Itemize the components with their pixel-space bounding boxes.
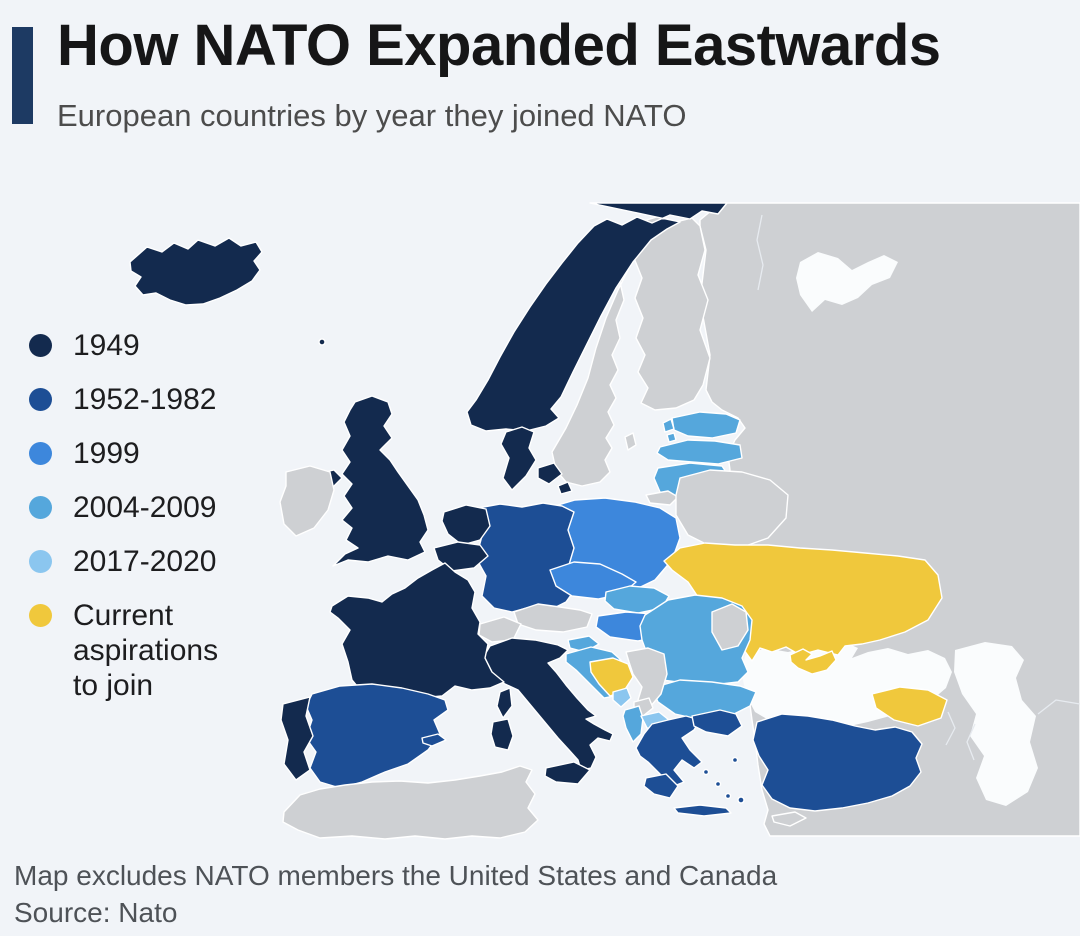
map-legend: 1949 1952-1982 1999 2004-2009 2017-2020 … <box>29 328 239 722</box>
legend-item-1999: 1999 <box>29 436 239 471</box>
map-region-belarus <box>675 469 789 549</box>
map-region-montenegro <box>612 687 632 708</box>
map-region-france <box>329 562 505 699</box>
map-region-north-africa <box>282 765 539 840</box>
map-region-sicily <box>544 761 591 785</box>
map-note: Map excludes NATO members the United Sta… <box>14 860 778 891</box>
legend-swatch-2017-2020 <box>29 550 52 573</box>
map-region-turkey <box>752 713 923 812</box>
map-region-faroe-islands <box>318 338 326 346</box>
map-region-norway <box>466 202 728 432</box>
page-subtitle: European countries by year they joined N… <box>57 98 687 133</box>
map-region-gotland <box>624 432 637 451</box>
map-region-denmark-islands-2 <box>557 481 573 495</box>
map-region-sweden <box>551 218 653 487</box>
legend-item-2004-2009: 2004-2009 <box>29 490 239 525</box>
map-region-turkey-thrace <box>691 709 743 737</box>
map-region-denmark <box>500 426 537 491</box>
page-title: How NATO Expanded Eastwards <box>57 13 941 78</box>
source: Source: Nato <box>14 897 178 928</box>
map-region-estonia <box>671 411 741 439</box>
map-region-spain <box>305 683 449 789</box>
border-lapland-2 <box>756 214 764 291</box>
map-region-corsica <box>496 687 513 719</box>
border-caucasus-1 <box>945 711 956 746</box>
legend-item-1949: 1949 <box>29 328 239 363</box>
map-region-bulgaria <box>651 679 757 721</box>
map-region-denmark-islands <box>537 462 563 485</box>
map-region-balearics <box>421 733 447 747</box>
map-region-iceland <box>129 237 263 306</box>
map-region-estonia-islands <box>662 418 675 433</box>
map-region-albania <box>622 705 644 743</box>
map-region-moldova <box>711 603 749 651</box>
legend-label: Current aspirations to join <box>73 599 219 702</box>
legend-label: 2017-2020 <box>73 545 217 578</box>
white-sea <box>796 252 898 312</box>
map-region-portugal <box>280 696 314 781</box>
map-region-greek-island-3 <box>724 792 732 800</box>
header: How NATO Expanded Eastwards European cou… <box>0 0 1080 185</box>
border-kazakhstan <box>1037 699 1080 715</box>
map-region-crimea <box>789 648 837 675</box>
map-region-rhodes <box>737 796 745 804</box>
map-region-sardinia <box>490 718 514 751</box>
legend-swatch-1952-1982 <box>29 388 52 411</box>
legend-label: 1999 <box>73 437 140 470</box>
map-region-kaliningrad <box>645 490 679 506</box>
legend-swatch-1949 <box>29 334 52 357</box>
title-accent-bar <box>12 27 33 124</box>
map-region-georgia <box>871 686 948 727</box>
map-region-greek-island-2 <box>714 780 722 788</box>
footer: Map excludes NATO members the United Sta… <box>14 858 777 931</box>
map-region-belgium <box>433 541 489 572</box>
map-region-greek-island-1 <box>702 768 710 776</box>
legend-swatch-aspirations <box>29 604 52 627</box>
border-caucasus-2 <box>966 723 976 761</box>
map-region-estonia-islands-2 <box>666 432 677 443</box>
map-region-italy <box>483 637 614 771</box>
europe-map: 1949 1952-1982 1999 2004-2009 2017-2020 … <box>0 185 1080 840</box>
map-region-cyprus <box>771 811 807 827</box>
map-region-austria <box>513 603 593 633</box>
legend-swatch-2004-2009 <box>29 496 52 519</box>
map-region-crete <box>673 804 732 817</box>
legend-label: 1949 <box>73 329 140 362</box>
legend-label: 2004-2009 <box>73 491 217 524</box>
map-region-latvia <box>656 439 743 465</box>
legend-label: 1952-1982 <box>73 383 217 416</box>
map-region-ireland <box>279 465 335 537</box>
map-region-greece <box>635 715 703 787</box>
legend-item-2017-2020: 2017-2020 <box>29 544 239 579</box>
legend-item-1952-1982: 1952-1982 <box>29 382 239 417</box>
caspian-sea <box>954 642 1038 806</box>
map-region-peloponnese <box>643 773 679 799</box>
map-region-finland <box>633 215 711 411</box>
map-region-united-kingdom <box>332 395 429 567</box>
europe-map-svg <box>129 202 1080 840</box>
legend-item-aspirations: Current aspirations to join <box>29 598 239 703</box>
map-region-greek-island-4 <box>731 756 739 764</box>
legend-swatch-1999 <box>29 442 52 465</box>
map-region-netherlands <box>441 504 491 546</box>
